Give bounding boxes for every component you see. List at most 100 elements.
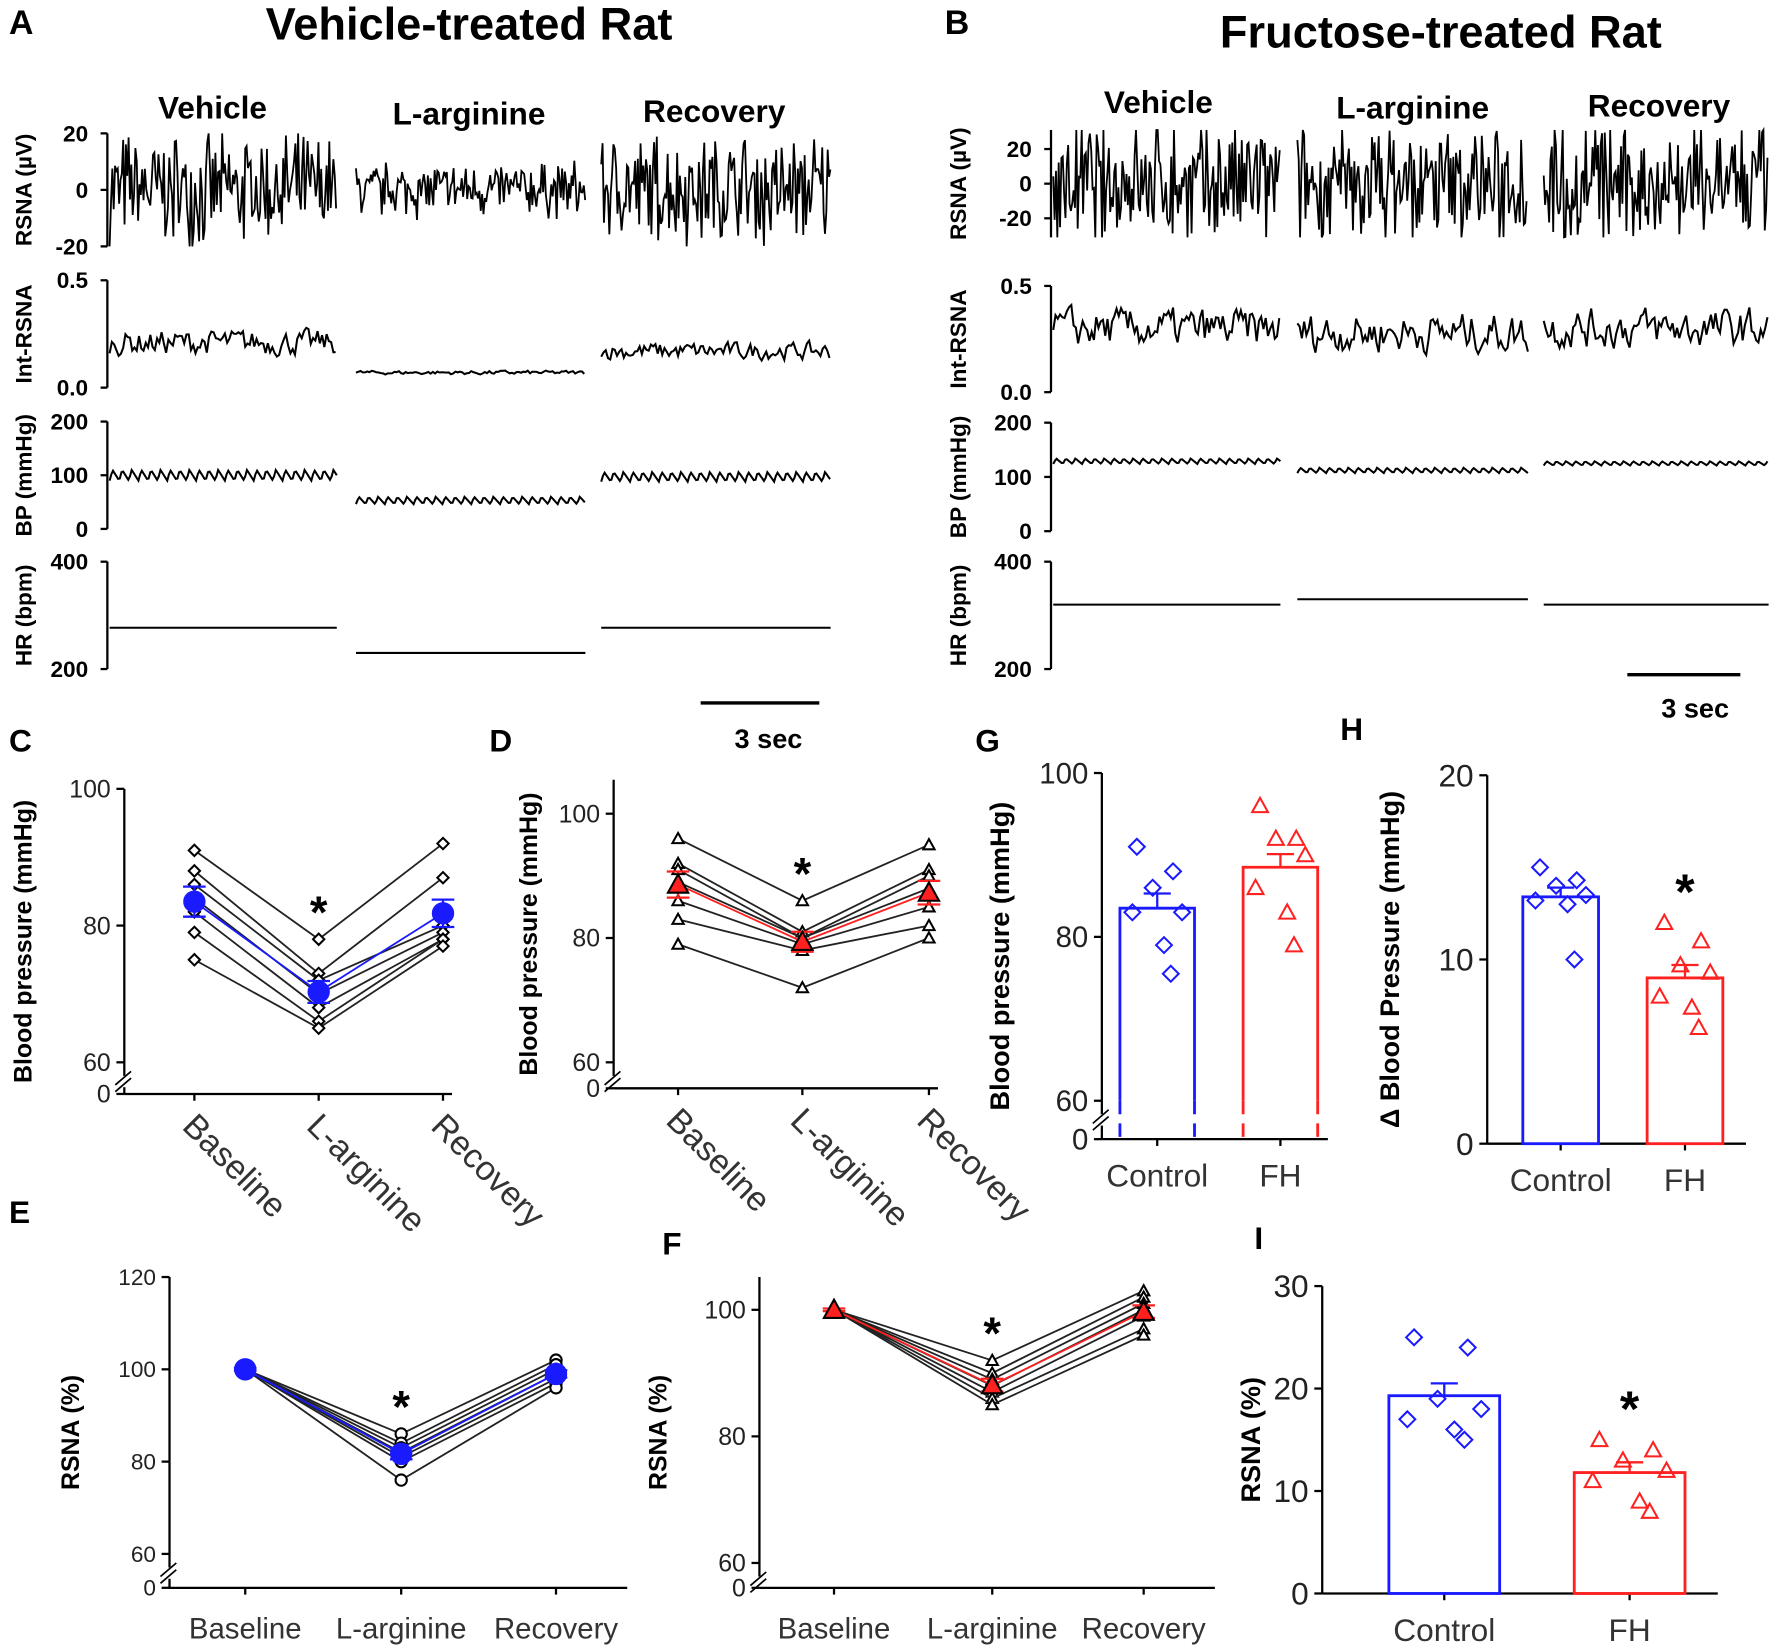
tick-label: 30 (1273, 1268, 1308, 1304)
subject-point (311, 1000, 326, 1015)
subject-point (794, 979, 810, 994)
axis-break-mark (114, 1077, 132, 1093)
subject-point (311, 1021, 326, 1036)
trace-ylabel: BP (mmHg) (946, 416, 971, 539)
data-point (1613, 1450, 1633, 1468)
axis-break-mark (604, 1077, 621, 1093)
subject-point (187, 925, 202, 940)
data-point (1143, 878, 1163, 898)
trace-bp-1 (1296, 466, 1529, 475)
trace-int-rsna-1 (1296, 314, 1529, 358)
data-point (1245, 877, 1266, 896)
x-category-label: Baseline (189, 1613, 302, 1646)
panel-A-letter: A (9, 4, 33, 42)
tick-label: 60 (83, 1049, 111, 1077)
scale-bar-label: 3 sec (1661, 693, 1729, 724)
tick-label: 400 (994, 550, 1032, 575)
data-point (1656, 1460, 1677, 1478)
y-axis-label: Blood pressure (mmHg) (515, 792, 543, 1075)
tick-label: 200 (994, 657, 1032, 682)
tick-label: 0 (732, 1575, 746, 1603)
tick-label: 20 (1007, 137, 1032, 162)
data-point (1630, 1491, 1650, 1509)
data-point (1163, 861, 1183, 881)
significance-asterisk: * (1675, 864, 1695, 920)
axis-break-mark (749, 1578, 767, 1593)
subject-point (794, 892, 810, 907)
data-point (1530, 858, 1550, 877)
trace-int-rsna-0 (108, 326, 336, 359)
tick-label: 200 (50, 657, 88, 682)
x-category-label: L-arginine (927, 1613, 1058, 1646)
tick-label: 100 (559, 800, 600, 828)
tick-label: 80 (131, 1450, 156, 1475)
subject-point (435, 836, 451, 851)
trace-bp-2 (1542, 460, 1769, 467)
y-axis-label: Blood pressure (mmHg) (984, 802, 1015, 1111)
trace-rsna-1 (355, 160, 587, 221)
subject-point (435, 939, 451, 954)
data-point (1295, 844, 1315, 863)
condition-header: Recovery (1588, 87, 1731, 123)
x-category-label: Baseline (778, 1613, 891, 1646)
subject-point (1136, 1327, 1152, 1341)
tick-label: 200 (50, 409, 88, 434)
tick-label: 400 (50, 550, 88, 575)
tick-label: 0.0 (1000, 380, 1031, 405)
mean-point (1131, 1299, 1156, 1321)
tick-label: 60 (131, 1542, 156, 1567)
subject-point (921, 917, 937, 932)
mean-point (431, 902, 455, 925)
axis-break-mark (1092, 1115, 1110, 1131)
data-point (1643, 1440, 1663, 1458)
subject-point (984, 1352, 1000, 1366)
data-point (1286, 828, 1306, 846)
significance-asterisk: * (310, 887, 328, 938)
tick-label: 0 (76, 517, 89, 542)
bar (1521, 895, 1600, 1146)
subject-point (670, 936, 686, 950)
panel-F-letter: F (662, 1225, 681, 1261)
y-axis-label: RSNA (%) (57, 1375, 85, 1490)
axis-break-mark (1092, 1109, 1110, 1124)
data-point (1700, 962, 1720, 980)
y-axis-label: RSNA (%) (1235, 1377, 1266, 1502)
tick-label: 60 (572, 1049, 600, 1077)
tick-label: 10 (1438, 942, 1473, 978)
tick-label: 0 (1019, 172, 1032, 197)
panel-D-letter: D (489, 723, 512, 759)
x-category-label: FH (1609, 1612, 1651, 1648)
tick-label: 100 (50, 463, 88, 488)
condition-header: L-arginine (393, 95, 546, 131)
trace-ylabel: HR (bpm) (12, 565, 37, 667)
significance-asterisk: * (794, 848, 812, 899)
mean-point (544, 1362, 568, 1386)
tick-label: 100 (118, 1357, 156, 1382)
data-point (1640, 1501, 1660, 1519)
tick-label: 80 (1056, 921, 1089, 954)
data-point (1127, 837, 1147, 857)
tick-label: 60 (1056, 1085, 1089, 1118)
y-axis-label: Blood pressure (mmHg) (10, 800, 38, 1083)
data-point (1266, 828, 1286, 846)
y-axis-label: Δ Blood Pressure (mmHg) (1374, 791, 1405, 1128)
tick-label: 0.5 (57, 268, 88, 293)
trace-int-rsna-0 (1052, 302, 1281, 346)
tick-label: 100 (1039, 757, 1088, 790)
data-point (1277, 902, 1297, 920)
tick-label: 0 (76, 178, 89, 203)
data-point (1161, 964, 1181, 984)
tick-label: 0 (1019, 519, 1032, 544)
significance-asterisk: * (392, 1382, 410, 1433)
axis-break-mark (604, 1070, 621, 1086)
x-category-label: Baseline (175, 1107, 294, 1226)
data-point (1458, 1338, 1478, 1357)
trace-int-rsna-1 (355, 369, 585, 376)
data-point (1567, 870, 1587, 890)
trace-ylabel: Int-RSNA (946, 289, 971, 388)
panel-B-title: Fructose-treated Rat (1220, 6, 1662, 57)
x-category-label: L-arginine (783, 1101, 916, 1234)
data-point (1284, 935, 1304, 953)
scale-bar-label: 3 sec (735, 723, 803, 754)
